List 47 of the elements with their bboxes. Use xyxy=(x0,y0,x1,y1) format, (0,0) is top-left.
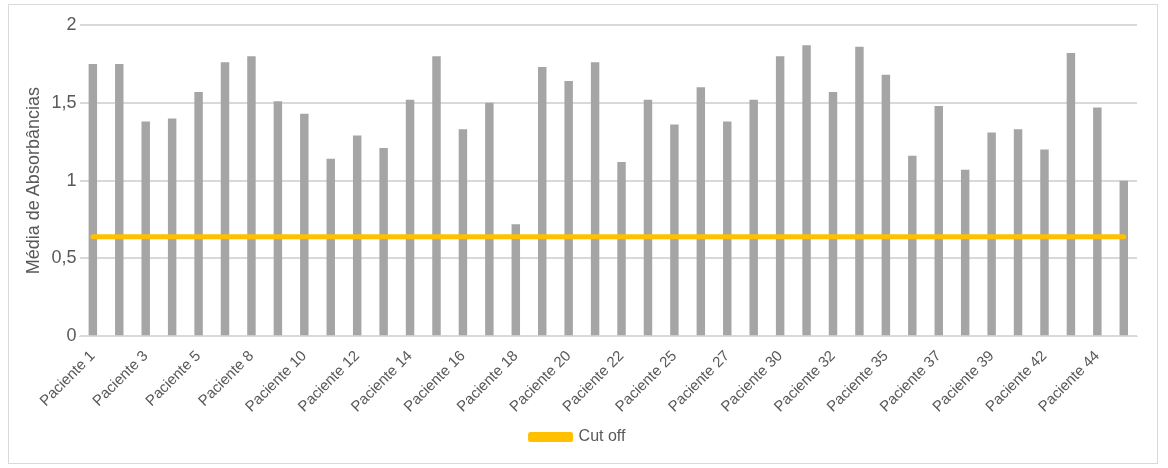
bar xyxy=(220,62,230,336)
bar xyxy=(802,45,811,336)
bar xyxy=(485,102,494,336)
bar xyxy=(696,87,706,336)
bar xyxy=(115,63,124,336)
bar xyxy=(987,132,996,336)
bar xyxy=(617,161,626,336)
bar xyxy=(405,99,415,336)
bar xyxy=(88,63,98,336)
y-tick-label: 1,5 xyxy=(51,91,77,112)
bar xyxy=(723,121,732,336)
bar xyxy=(273,101,283,336)
bar xyxy=(1013,129,1023,336)
y-tick-label: 1 xyxy=(66,169,77,190)
bar xyxy=(326,158,335,336)
bar xyxy=(194,91,203,336)
bar xyxy=(749,99,758,336)
bar xyxy=(300,113,309,336)
y-tick-label: 0,5 xyxy=(51,247,77,268)
bar xyxy=(670,124,679,336)
bar xyxy=(881,74,891,336)
bar xyxy=(247,56,256,336)
bar xyxy=(934,105,943,336)
bar xyxy=(1040,149,1049,336)
bar xyxy=(352,135,362,336)
bar xyxy=(828,91,838,336)
bar xyxy=(167,118,177,336)
y-tick-label: 2 xyxy=(66,13,77,34)
bar xyxy=(564,81,573,336)
bar xyxy=(379,147,388,336)
bar xyxy=(775,56,785,336)
bar xyxy=(141,121,150,336)
bar xyxy=(960,169,970,336)
bar xyxy=(432,56,441,336)
bar xyxy=(1119,180,1129,336)
bar xyxy=(1093,107,1102,336)
bar xyxy=(908,155,917,336)
bar xyxy=(458,129,468,336)
y-axis-title: Média de Absorbâncias xyxy=(22,87,43,275)
bar xyxy=(511,224,521,336)
bar xyxy=(855,46,864,336)
bar xyxy=(1066,53,1076,336)
legend-label: Cut off xyxy=(578,427,626,445)
bar xyxy=(590,62,600,336)
y-tick-label: 0 xyxy=(66,325,77,346)
bar xyxy=(643,99,653,336)
bar xyxy=(538,67,547,336)
